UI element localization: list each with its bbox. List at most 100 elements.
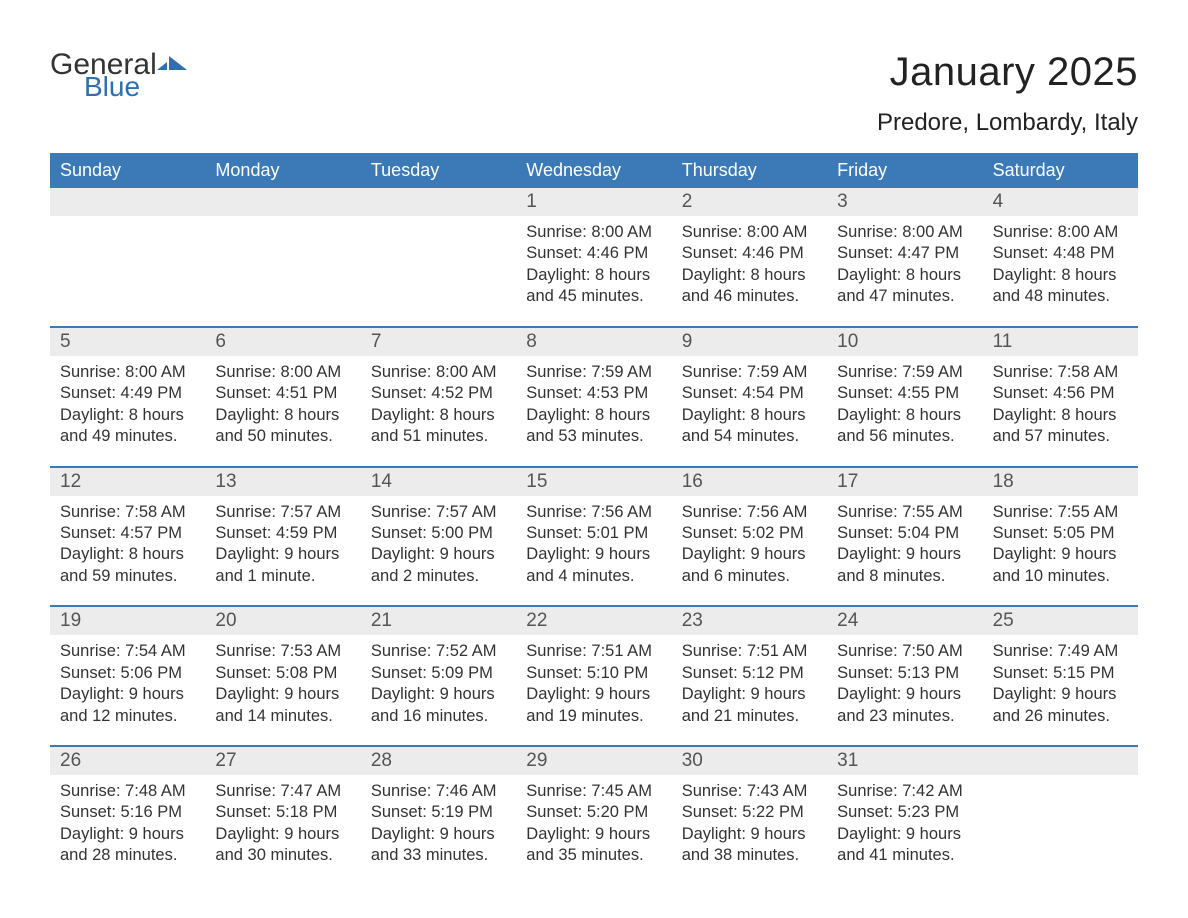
daylight-text: Daylight: 8 hours: [682, 405, 817, 426]
sunrise-text: Sunrise: 8:00 AM: [215, 362, 350, 383]
sunrise-text: Sunrise: 7:58 AM: [60, 502, 195, 523]
day-number: 3: [827, 188, 982, 216]
dow-monday: Monday: [205, 153, 360, 188]
location-subtitle: Predore, Lombardy, Italy: [877, 109, 1138, 137]
sunrise-text: Sunrise: 7:59 AM: [526, 362, 661, 383]
daylight-text: Daylight: 9 hours: [371, 684, 506, 705]
day-number: 7: [361, 328, 516, 356]
sunrise-text: Sunrise: 7:45 AM: [526, 781, 661, 802]
month-title: January 2025: [877, 50, 1138, 95]
sunrise-text: Sunrise: 7:51 AM: [682, 641, 817, 662]
daylight-text: and 26 minutes.: [993, 706, 1128, 727]
day-cell: Sunrise: 7:53 AMSunset: 5:08 PMDaylight:…: [205, 635, 360, 735]
daylight-text: Daylight: 9 hours: [60, 824, 195, 845]
daylight-text: Daylight: 9 hours: [837, 684, 972, 705]
logo-text-blue: Blue: [84, 74, 189, 101]
daylight-text: and 50 minutes.: [215, 426, 350, 447]
sunset-text: Sunset: 5:18 PM: [215, 802, 350, 823]
day-cell: Sunrise: 7:50 AMSunset: 5:13 PMDaylight:…: [827, 635, 982, 735]
day-cell: [983, 775, 1138, 875]
sunrise-text: Sunrise: 7:46 AM: [371, 781, 506, 802]
dow-saturday: Saturday: [983, 153, 1138, 188]
day-number: 16: [672, 468, 827, 496]
day-number: 23: [672, 607, 827, 635]
day-number-row: 1234: [50, 188, 1138, 216]
daylight-text: and 56 minutes.: [837, 426, 972, 447]
calendar-week: 12131415161718Sunrise: 7:58 AMSunset: 4:…: [50, 466, 1138, 596]
sunset-text: Sunset: 5:22 PM: [682, 802, 817, 823]
day-cell: Sunrise: 7:52 AMSunset: 5:09 PMDaylight:…: [361, 635, 516, 735]
daylight-text: and 1 minute.: [215, 566, 350, 587]
daylight-text: and 21 minutes.: [682, 706, 817, 727]
day-cell: Sunrise: 8:00 AMSunset: 4:47 PMDaylight:…: [827, 216, 982, 316]
sunrise-text: Sunrise: 7:58 AM: [993, 362, 1128, 383]
sunset-text: Sunset: 5:20 PM: [526, 802, 661, 823]
day-number: [361, 188, 516, 216]
daylight-text: Daylight: 9 hours: [526, 824, 661, 845]
day-cell: Sunrise: 8:00 AMSunset: 4:48 PMDaylight:…: [983, 216, 1138, 316]
day-number-row: 19202122232425: [50, 607, 1138, 635]
day-number: 25: [983, 607, 1138, 635]
day-number: 1: [516, 188, 671, 216]
daylight-text: Daylight: 8 hours: [837, 405, 972, 426]
day-content-row: Sunrise: 7:58 AMSunset: 4:57 PMDaylight:…: [50, 496, 1138, 596]
daylight-text: and 51 minutes.: [371, 426, 506, 447]
day-number: 21: [361, 607, 516, 635]
daylight-text: and 57 minutes.: [993, 426, 1128, 447]
day-number: 8: [516, 328, 671, 356]
daylight-text: and 49 minutes.: [60, 426, 195, 447]
sunrise-text: Sunrise: 7:43 AM: [682, 781, 817, 802]
day-number: 14: [361, 468, 516, 496]
dow-thursday: Thursday: [672, 153, 827, 188]
day-cell: Sunrise: 7:57 AMSunset: 4:59 PMDaylight:…: [205, 496, 360, 596]
sunrise-text: Sunrise: 8:00 AM: [837, 222, 972, 243]
day-number: 20: [205, 607, 360, 635]
day-cell: Sunrise: 7:46 AMSunset: 5:19 PMDaylight:…: [361, 775, 516, 875]
sunset-text: Sunset: 5:05 PM: [993, 523, 1128, 544]
daylight-text: and 46 minutes.: [682, 286, 817, 307]
day-number: 26: [50, 747, 205, 775]
daylight-text: Daylight: 8 hours: [215, 405, 350, 426]
day-number: 2: [672, 188, 827, 216]
daylight-text: and 12 minutes.: [60, 706, 195, 727]
sunset-text: Sunset: 5:09 PM: [371, 663, 506, 684]
sunrise-text: Sunrise: 7:57 AM: [371, 502, 506, 523]
sunset-text: Sunset: 5:10 PM: [526, 663, 661, 684]
sunset-text: Sunset: 5:06 PM: [60, 663, 195, 684]
daylight-text: and 35 minutes.: [526, 845, 661, 866]
day-number: 9: [672, 328, 827, 356]
sunset-text: Sunset: 5:01 PM: [526, 523, 661, 544]
day-number: 28: [361, 747, 516, 775]
sunrise-text: Sunrise: 8:00 AM: [526, 222, 661, 243]
sunrise-text: Sunrise: 7:48 AM: [60, 781, 195, 802]
daylight-text: Daylight: 8 hours: [60, 405, 195, 426]
day-number: 29: [516, 747, 671, 775]
day-cell: Sunrise: 7:56 AMSunset: 5:01 PMDaylight:…: [516, 496, 671, 596]
dow-sunday: Sunday: [50, 153, 205, 188]
sunrise-text: Sunrise: 8:00 AM: [60, 362, 195, 383]
daylight-text: and 45 minutes.: [526, 286, 661, 307]
sunrise-text: Sunrise: 8:00 AM: [993, 222, 1128, 243]
day-cell: Sunrise: 7:42 AMSunset: 5:23 PMDaylight:…: [827, 775, 982, 875]
sunset-text: Sunset: 4:48 PM: [993, 243, 1128, 264]
dow-friday: Friday: [827, 153, 982, 188]
sunset-text: Sunset: 4:51 PM: [215, 383, 350, 404]
sunset-text: Sunset: 5:16 PM: [60, 802, 195, 823]
day-number: 5: [50, 328, 205, 356]
sunrise-text: Sunrise: 7:56 AM: [526, 502, 661, 523]
daylight-text: and 14 minutes.: [215, 706, 350, 727]
daylight-text: and 8 minutes.: [837, 566, 972, 587]
daylight-text: Daylight: 9 hours: [215, 684, 350, 705]
calendar-table: Sunday Monday Tuesday Wednesday Thursday…: [50, 153, 1138, 875]
sunrise-text: Sunrise: 7:59 AM: [837, 362, 972, 383]
daylight-text: Daylight: 9 hours: [371, 544, 506, 565]
day-cell: Sunrise: 7:48 AMSunset: 5:16 PMDaylight:…: [50, 775, 205, 875]
sunset-text: Sunset: 5:15 PM: [993, 663, 1128, 684]
dow-wednesday: Wednesday: [516, 153, 671, 188]
daylight-text: Daylight: 8 hours: [682, 265, 817, 286]
day-number: 10: [827, 328, 982, 356]
day-number-row: 262728293031: [50, 747, 1138, 775]
daylight-text: and 48 minutes.: [993, 286, 1128, 307]
daylight-text: Daylight: 9 hours: [993, 544, 1128, 565]
brand-logo: General Blue: [50, 50, 189, 100]
